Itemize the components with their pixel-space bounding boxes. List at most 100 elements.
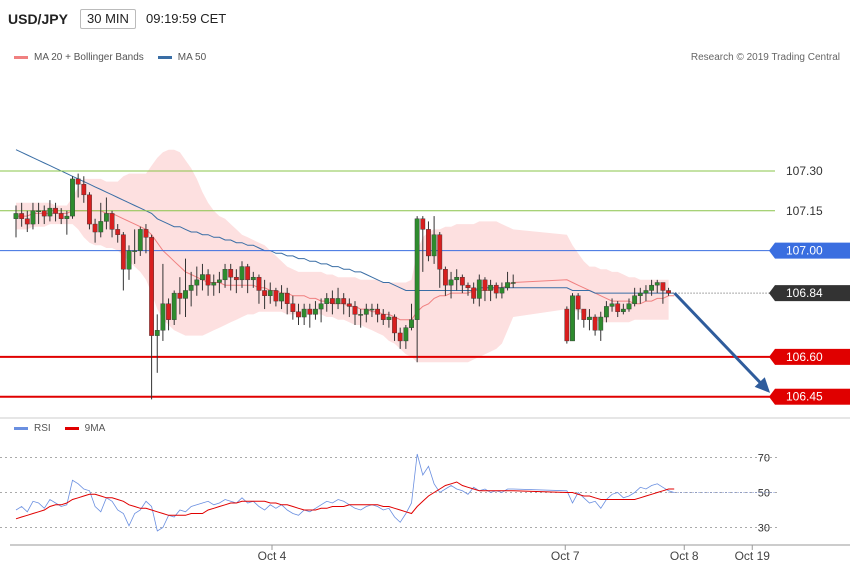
candle — [570, 293, 575, 342]
candle — [499, 282, 505, 299]
candle-body-up — [183, 290, 188, 299]
candle-body-down — [92, 223, 98, 233]
candle — [431, 216, 437, 264]
candle-body-up — [70, 178, 75, 217]
candle — [493, 282, 499, 299]
legend-label-rsi: RSI — [34, 423, 51, 434]
candle — [103, 197, 109, 230]
candle-body-up — [279, 292, 284, 302]
candle — [575, 293, 581, 320]
candle — [13, 205, 19, 238]
timeframe-button[interactable]: 30 MIN — [80, 9, 136, 29]
candle-body-down — [143, 229, 149, 238]
candle-body-down — [120, 234, 126, 270]
candle — [335, 287, 341, 310]
candle — [53, 202, 58, 222]
candle — [205, 269, 211, 296]
candle-body-down — [245, 266, 251, 281]
candle-body-up — [36, 210, 42, 212]
timestamp: 09:19:59 CET — [146, 11, 227, 26]
candle-body-up — [454, 276, 460, 281]
candle — [363, 303, 369, 323]
candle-body-up — [414, 218, 420, 320]
candle — [426, 221, 431, 262]
candle — [301, 303, 307, 325]
candle-body-down — [290, 303, 296, 312]
candle — [115, 224, 121, 243]
candle — [409, 303, 414, 331]
candle-body-up — [626, 303, 632, 310]
candle-body-up — [301, 308, 307, 318]
candle — [177, 277, 183, 315]
candle — [454, 269, 460, 291]
candle-body-up — [620, 308, 626, 312]
candle-body-up — [132, 250, 138, 252]
candle — [443, 266, 448, 296]
candle-body-up — [267, 290, 273, 296]
candle-body-down — [615, 303, 621, 312]
candle-body-up — [188, 284, 194, 291]
rsi-tick-label: 70 — [758, 453, 770, 465]
candle-body-up — [13, 213, 19, 219]
candle — [476, 274, 482, 307]
candle-body-up — [200, 274, 205, 281]
candle-body-down — [41, 210, 47, 217]
candle-body-up — [587, 316, 592, 320]
candle — [256, 274, 262, 304]
candle-body-up — [98, 221, 104, 233]
candle-body-up — [216, 279, 222, 283]
candle — [397, 327, 403, 349]
candle-body-up — [448, 279, 454, 286]
candle-body-up — [431, 234, 437, 257]
candle-body-down — [24, 218, 30, 225]
legend-label-ma50: MA 50 — [177, 52, 207, 63]
level-label: 107.00 — [786, 244, 823, 258]
candle-body-down — [482, 279, 488, 291]
candle-body-down — [380, 314, 386, 320]
candle — [58, 208, 64, 225]
candle-body-down — [284, 292, 290, 304]
candle — [216, 271, 222, 294]
candle — [604, 301, 609, 323]
rsi-lines — [15, 453, 775, 532]
candle-body-up — [643, 290, 649, 294]
candle-body-up — [488, 284, 493, 291]
candle — [183, 258, 188, 318]
candle — [341, 293, 347, 315]
ma50-line — [15, 149, 675, 294]
candle — [358, 309, 364, 328]
level-tag-pointer — [769, 242, 775, 259]
candle — [211, 274, 217, 296]
rsi-tick-label: 50 — [758, 488, 770, 500]
candle — [160, 263, 166, 341]
candle — [666, 287, 671, 296]
candle — [47, 200, 53, 222]
legend-swatch-9ma — [64, 427, 79, 430]
candle — [587, 309, 592, 331]
symbol-label: USD/JPY — [8, 11, 68, 27]
candle-body-up — [137, 229, 143, 251]
x-tick-label: Oct 19 — [735, 549, 771, 563]
level-tag-106.84 — [775, 285, 850, 302]
candle-body-up — [250, 276, 256, 281]
candle-body-down — [273, 290, 279, 302]
candle — [109, 210, 115, 238]
candle-body-down — [493, 284, 499, 294]
candle-body-down — [352, 306, 358, 315]
candle-body-down — [375, 308, 380, 315]
candle-body-up — [313, 308, 318, 315]
level-tag-pointer — [769, 285, 775, 302]
candle — [200, 263, 205, 291]
legend-swatch-ma50 — [157, 56, 172, 59]
candle-body-down — [307, 308, 313, 315]
candle — [386, 311, 392, 328]
level-label: 107.15 — [786, 204, 823, 218]
candle-body-down — [465, 284, 471, 289]
candle — [36, 202, 42, 225]
candle-body-up — [386, 316, 392, 320]
candle-body-down — [177, 292, 183, 299]
candle — [313, 301, 318, 320]
candle-body-down — [262, 290, 267, 296]
candle — [81, 176, 87, 203]
